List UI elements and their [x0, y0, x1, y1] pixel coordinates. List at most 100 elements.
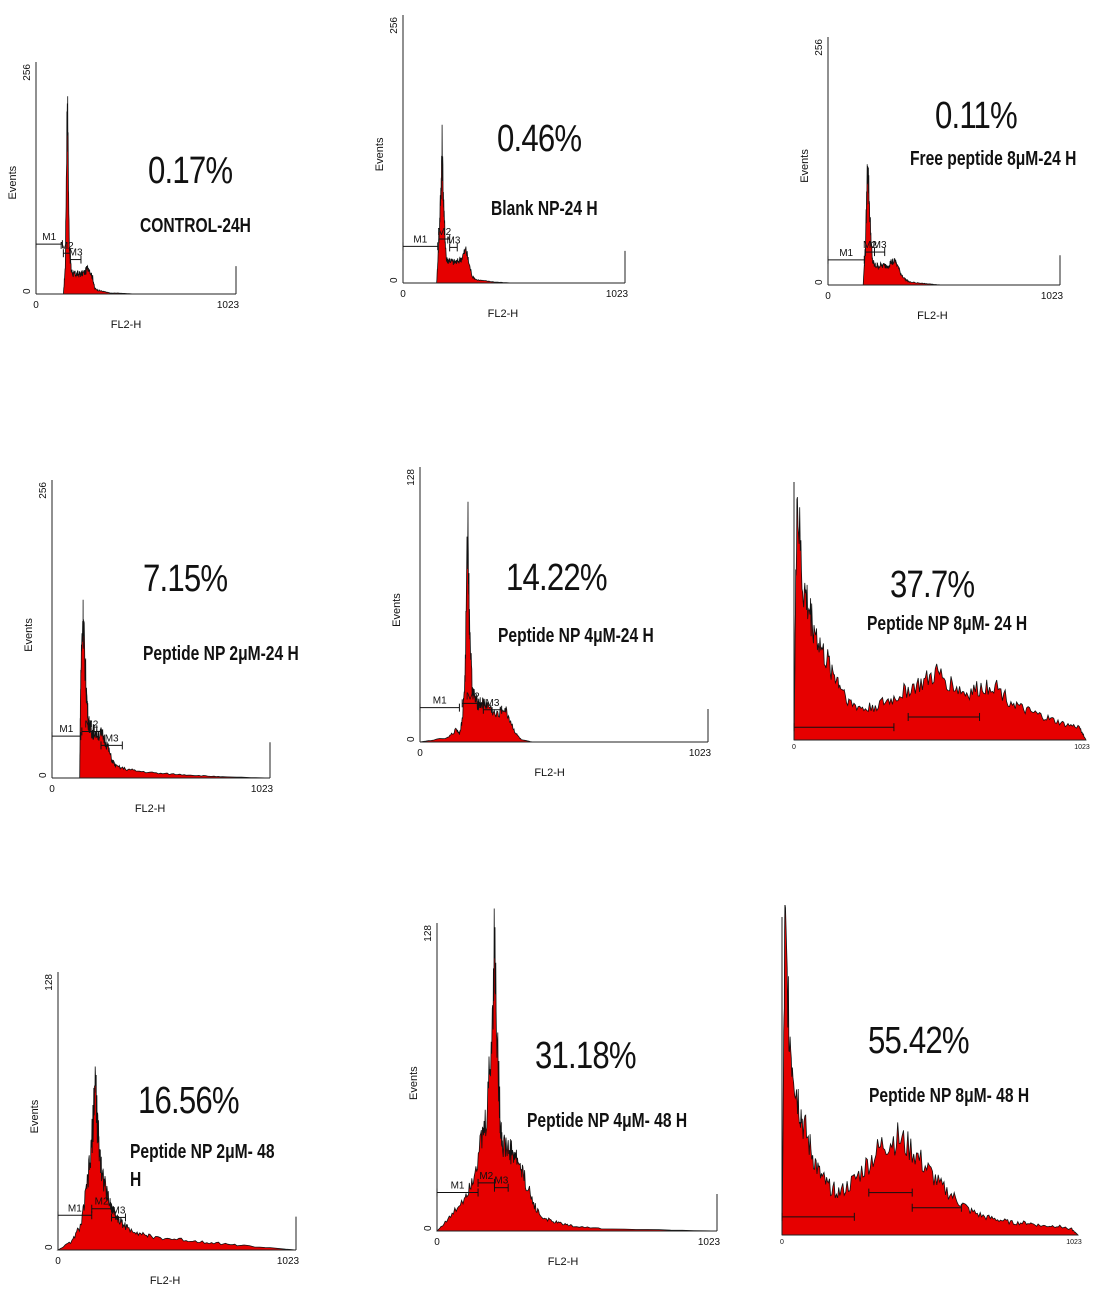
- condition-label: Peptide NP 4μM- 48 H: [527, 1110, 688, 1132]
- apoptosis-percentage: 55.42%: [868, 1020, 970, 1062]
- y-tick-label: 0: [406, 736, 417, 742]
- x-tick-label: 1023: [251, 784, 274, 795]
- x-tick-label: 1023: [1066, 1239, 1082, 1246]
- condition-label: Peptide NP 2μM- 48 H: [130, 1141, 275, 1191]
- marker-label: M1: [42, 232, 56, 243]
- panel-peptide-np-2um-24h: M1 M2 M3 0 1023 0 256 FL2-H Events 7.15% Peptide…: [0, 450, 360, 840]
- apoptosis-percentage: 14.22%: [506, 557, 608, 599]
- y-axis-label: Events: [23, 618, 35, 652]
- marker-label: M2: [437, 227, 451, 238]
- x-tick-label: 0: [33, 300, 39, 311]
- y-tick-label: 0: [389, 277, 400, 283]
- y-tick-label: 0: [814, 279, 825, 285]
- panel-peptide-np-4um-48h: M1 M2 M3 0 1023 0 128 FL2-H Events 31.18% Peptid…: [395, 895, 735, 1285]
- apoptosis-percentage: 0.46%: [497, 118, 582, 160]
- x-tick-label: 0: [780, 1239, 784, 1246]
- y-axis-label: Events: [799, 149, 811, 183]
- x-tick-label: 0: [792, 744, 796, 751]
- x-axis-label: FL2-H: [488, 308, 519, 320]
- marker-label: M3: [69, 248, 83, 259]
- marker-label: M1: [839, 248, 853, 259]
- y-axis-label: Events: [29, 1099, 41, 1133]
- y-axis-label: Events: [408, 1066, 420, 1100]
- y-tick-label: 128: [423, 925, 434, 942]
- x-tick-label: 0: [417, 748, 423, 759]
- apoptosis-percentage: 7.15%: [143, 558, 228, 600]
- y-tick-label: 256: [814, 39, 825, 56]
- marker-label: M2: [60, 241, 74, 252]
- x-tick-label: 1023: [698, 1237, 721, 1248]
- marker-label: M1: [451, 1181, 465, 1192]
- x-tick-label: 0: [825, 291, 831, 302]
- x-tick-label: 0: [49, 784, 55, 795]
- y-tick-label: 128: [406, 469, 417, 486]
- panel-blank-np-24h: M1 M2 M3 0 1023 0 256 FL2-H Events 0.46% Blank N…: [365, 5, 725, 335]
- apoptosis-percentage: 37.7%: [890, 564, 975, 606]
- marker-label: M2: [863, 240, 877, 251]
- x-tick-label: 1023: [217, 300, 240, 311]
- x-axis-label: FL2-H: [111, 319, 142, 331]
- marker-label: M2: [466, 691, 480, 702]
- y-tick-label: 0: [38, 772, 49, 778]
- histogram-area: [828, 164, 1060, 286]
- x-tick-label: 1023: [1041, 291, 1064, 302]
- histogram-plot: 0 1023: [780, 905, 1082, 1246]
- histogram-area: [793, 497, 1087, 741]
- marker-label: M1: [433, 696, 447, 707]
- panel-peptide-np-8um-24h: 0 1023 37.7% Peptide NP 8μM- 24 H: [780, 470, 1093, 770]
- condition-label: CONTROL-24H: [140, 215, 251, 237]
- y-tick-label: 256: [389, 17, 400, 34]
- histogram-area: [403, 124, 625, 284]
- condition-label: Peptide NP 8μM- 48 H: [869, 1085, 1030, 1107]
- y-tick-label: 256: [22, 64, 33, 81]
- condition-label: Blank NP-24 H: [491, 198, 598, 220]
- histogram-area: [36, 96, 236, 295]
- condition-label: Peptide NP 4μM-24 H: [498, 625, 654, 647]
- histogram-area: [52, 599, 271, 779]
- histogram-area: [781, 905, 1079, 1236]
- panel-peptide-np-2um-48h: M1 M2 M3 0 1023 0 128 FL2-H Events 16.56% Peptid…: [0, 950, 360, 1298]
- histogram-plot: M1 M2 M3 0 1023 0 128 FL2-H Events: [391, 467, 712, 779]
- x-tick-label: 1023: [689, 748, 712, 759]
- x-axis-label: FL2-H: [150, 1275, 181, 1287]
- x-axis-label: FL2-H: [135, 803, 166, 815]
- marker-label: M3: [447, 235, 461, 246]
- histogram-plot: 0 1023: [792, 482, 1090, 751]
- condition-label: Peptide NP 8μM- 24 H: [867, 613, 1028, 635]
- x-tick-label: 0: [55, 1256, 61, 1267]
- marker-label: M3: [494, 1176, 508, 1187]
- y-tick-label: 0: [22, 288, 33, 294]
- condition-label: Peptide NP 2μM-24 H: [143, 643, 299, 665]
- y-axis-label: Events: [374, 137, 386, 171]
- x-axis-label: FL2-H: [534, 767, 565, 779]
- marker-label: M2: [95, 1197, 109, 1208]
- x-tick-label: 1023: [606, 289, 629, 300]
- panel-peptide-np-8um-48h: 0 1023 55.42% Peptide NP 8μM- 48 H: [770, 905, 1093, 1265]
- marker-label: M3: [105, 733, 119, 744]
- x-tick-label: 1023: [1074, 744, 1090, 751]
- panel-free-peptide-24h: M1 M2 M3 0 1023 0 256 FL2-H Events 0.11% Free pe…: [790, 25, 1093, 340]
- histogram-area: [436, 908, 718, 1232]
- apoptosis-percentage: 31.18%: [535, 1035, 637, 1077]
- histogram-area: [419, 501, 708, 743]
- marker-label: M2: [479, 1171, 493, 1182]
- panel-control-24h: M1 M2 M3 0 1023 0 256 FL2-H Events 0.17% CONTROL…: [0, 40, 360, 340]
- x-tick-label: 0: [400, 289, 406, 300]
- histogram-area: [56, 1066, 297, 1251]
- marker-label: M2: [84, 719, 98, 730]
- x-axis-label: FL2-H: [917, 310, 948, 322]
- apoptosis-percentage: 0.11%: [935, 95, 1018, 137]
- x-axis-label: FL2-H: [548, 1256, 579, 1268]
- marker-label: M3: [486, 698, 500, 709]
- marker-label: M3: [873, 240, 887, 251]
- x-tick-label: 0: [434, 1237, 440, 1248]
- panel-peptide-np-4um-24h: M1 M2 M3 0 1023 0 128 FL2-H Events 14.22% Peptid…: [380, 445, 720, 805]
- marker-label: M1: [413, 234, 427, 245]
- y-axis-label: Events: [391, 593, 403, 627]
- y-tick-label: 0: [423, 1225, 434, 1231]
